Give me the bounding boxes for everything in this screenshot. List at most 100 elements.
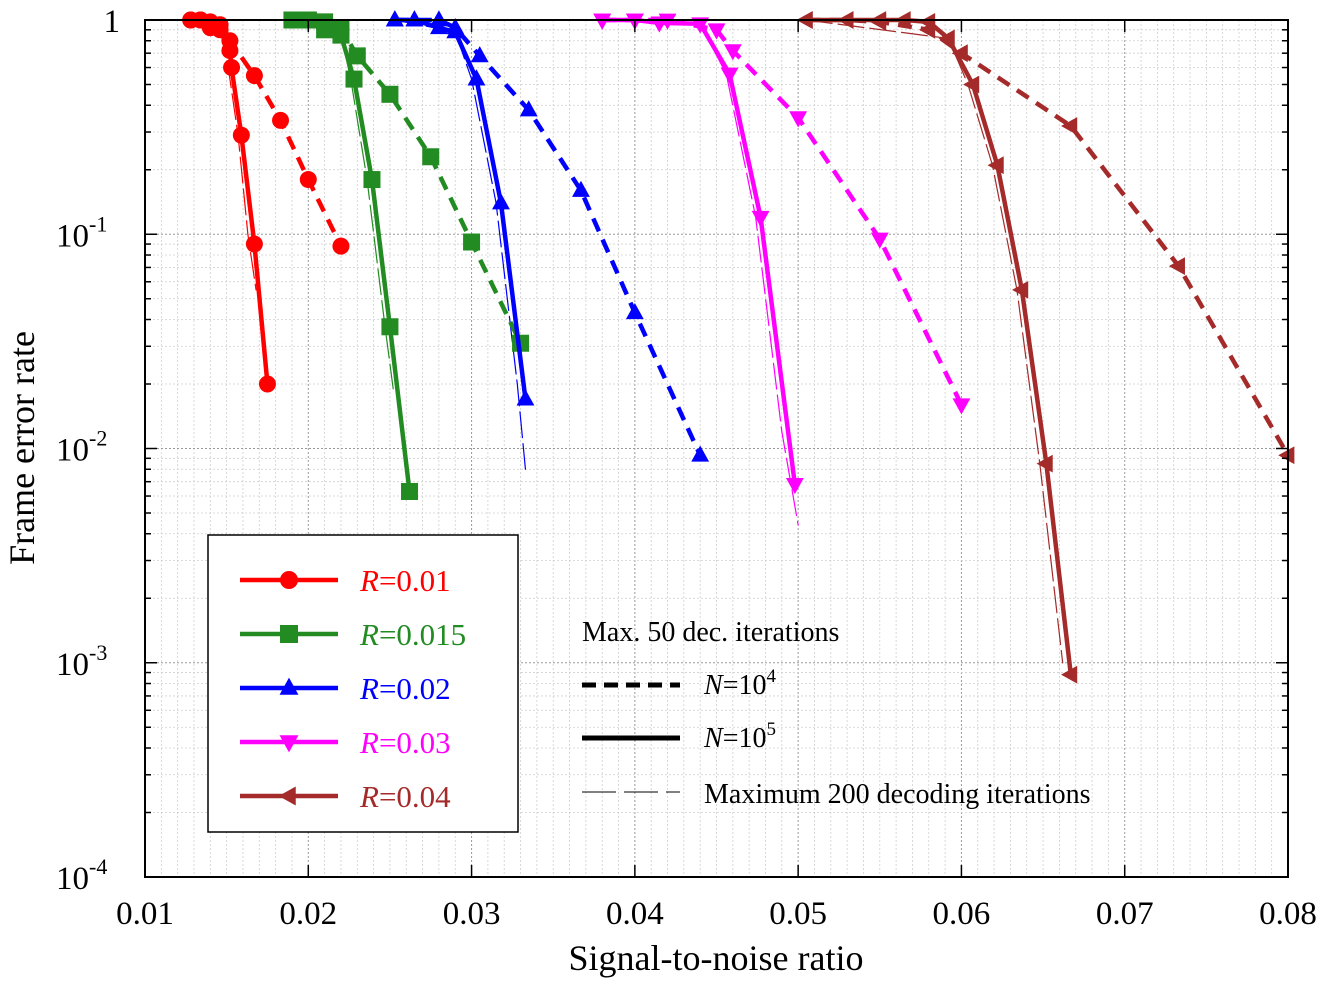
legend-entry: R=0.015 (240, 617, 466, 652)
style-legend-solid-label: N=105 (703, 719, 776, 754)
data-point (316, 21, 334, 39)
y-axis-label: Frame error rate (2, 331, 42, 565)
data-point (723, 44, 742, 61)
data-point (332, 237, 350, 255)
axis-ticks (144, 19, 1289, 878)
series-line (602, 17, 964, 406)
style-legend-solid-text: =10 (723, 723, 767, 754)
data-point (221, 42, 239, 60)
x-tick-label: 0.07 (1096, 896, 1154, 932)
data-point (1278, 446, 1295, 465)
data-point (1036, 454, 1053, 473)
x-tick-label: 0.05 (769, 896, 827, 932)
series-r0-03-solid (593, 13, 804, 495)
y-tick-label: 10-2 (56, 426, 107, 469)
data-point (258, 375, 276, 393)
data-point (963, 75, 980, 94)
x-tick-label: 0.01 (116, 896, 174, 932)
style-legend-dashed-label: N=104 (703, 666, 776, 701)
data-point (625, 303, 644, 320)
series-r0-04-solid (796, 11, 1078, 684)
style-legend-thin-label: Maximum 200 decoding iterations (704, 779, 1091, 810)
series-line (190, 17, 343, 248)
legend-box (207, 534, 519, 833)
legend-label: R=0.015 (359, 617, 466, 652)
y-tick-label-exp: -2 (89, 426, 107, 451)
y-tick-label: 10-3 (56, 640, 107, 683)
style-legend-header: Max. 50 dec. iterations (582, 617, 839, 648)
data-point (572, 180, 590, 197)
data-point (918, 12, 936, 31)
legend-entry: R=0.02 (240, 671, 451, 706)
legend-swatch-marker (280, 571, 298, 589)
data-point (870, 232, 889, 249)
series-r0-04-dashed (796, 11, 1295, 465)
y-tick-labels: 110-110-210-310-4 (56, 4, 120, 897)
series-line (394, 17, 703, 457)
series-r0-01-solid (182, 11, 276, 393)
series-r0-02-dashed (385, 10, 710, 462)
style-legend: Max. 50 dec. iterations N=104 N=105 Maxi… (582, 617, 1091, 810)
data-point (938, 29, 955, 48)
data-point (429, 17, 448, 35)
data-point (405, 10, 424, 27)
legend-label-prefix: R (359, 671, 379, 706)
data-point (1012, 280, 1029, 299)
legend-label-prefix: R (359, 617, 379, 652)
data-point (211, 21, 229, 39)
data-point (385, 10, 404, 27)
y-tick-label-base: 10 (56, 218, 89, 254)
x-tick-label: 0.04 (606, 896, 664, 932)
y-tick-label-base: 10 (56, 433, 89, 469)
x-tick-label: 0.06 (933, 896, 991, 932)
data-point (951, 44, 968, 63)
data-point (467, 69, 486, 86)
data-point (1168, 257, 1185, 276)
data-point (345, 70, 363, 88)
data-point (593, 13, 612, 30)
series-line (599, 17, 798, 487)
style-legend-solid-exp: 5 (766, 719, 776, 740)
legend-label-value: =0.01 (379, 563, 451, 598)
y-tick-label: 10-4 (56, 854, 107, 897)
legend-label: R=0.03 (359, 725, 451, 760)
data-point (446, 22, 465, 39)
data-point (401, 482, 419, 500)
data-point (381, 85, 399, 103)
data-point (223, 59, 241, 77)
data-point (381, 318, 399, 336)
data-point (272, 111, 290, 129)
x-tick-labels: 0.01 0.02 0.03 0.04 0.05 0.06 0.07 0.08 (116, 896, 1317, 932)
x-tick-label: 0.03 (443, 896, 501, 932)
data-point (720, 67, 739, 84)
x-tick-label: 0.08 (1259, 896, 1317, 932)
data-point (691, 17, 710, 34)
x-tick-label: 0.02 (279, 896, 337, 932)
data-point (363, 171, 381, 189)
legend-label-value: =0.03 (379, 725, 451, 760)
legend-swatch-marker (280, 625, 298, 643)
series-line (805, 19, 1064, 664)
data-point (245, 67, 263, 85)
data-point (789, 111, 808, 128)
data-point (348, 47, 366, 65)
x-axis-label: Signal-to-noise ratio (569, 938, 864, 978)
data-point (751, 210, 770, 228)
legend-entry: R=0.04 (240, 779, 451, 814)
legend-swatch-marker (278, 786, 296, 806)
series-line (392, 17, 528, 402)
data-point (952, 398, 971, 415)
y-tick-label: 10-1 (56, 211, 107, 254)
legend-label: R=0.04 (359, 779, 451, 814)
legend-swatch-marker (279, 735, 299, 753)
data-point (492, 193, 510, 210)
legend-label: R=0.02 (359, 671, 451, 706)
data-point (707, 23, 726, 40)
series-line (291, 19, 394, 390)
y-tick-label-exp: -4 (89, 854, 107, 879)
y-tick-label-base: 10 (56, 647, 89, 683)
y-tick-label-exp: -3 (89, 640, 107, 665)
legend-label-prefix: R (359, 563, 379, 598)
